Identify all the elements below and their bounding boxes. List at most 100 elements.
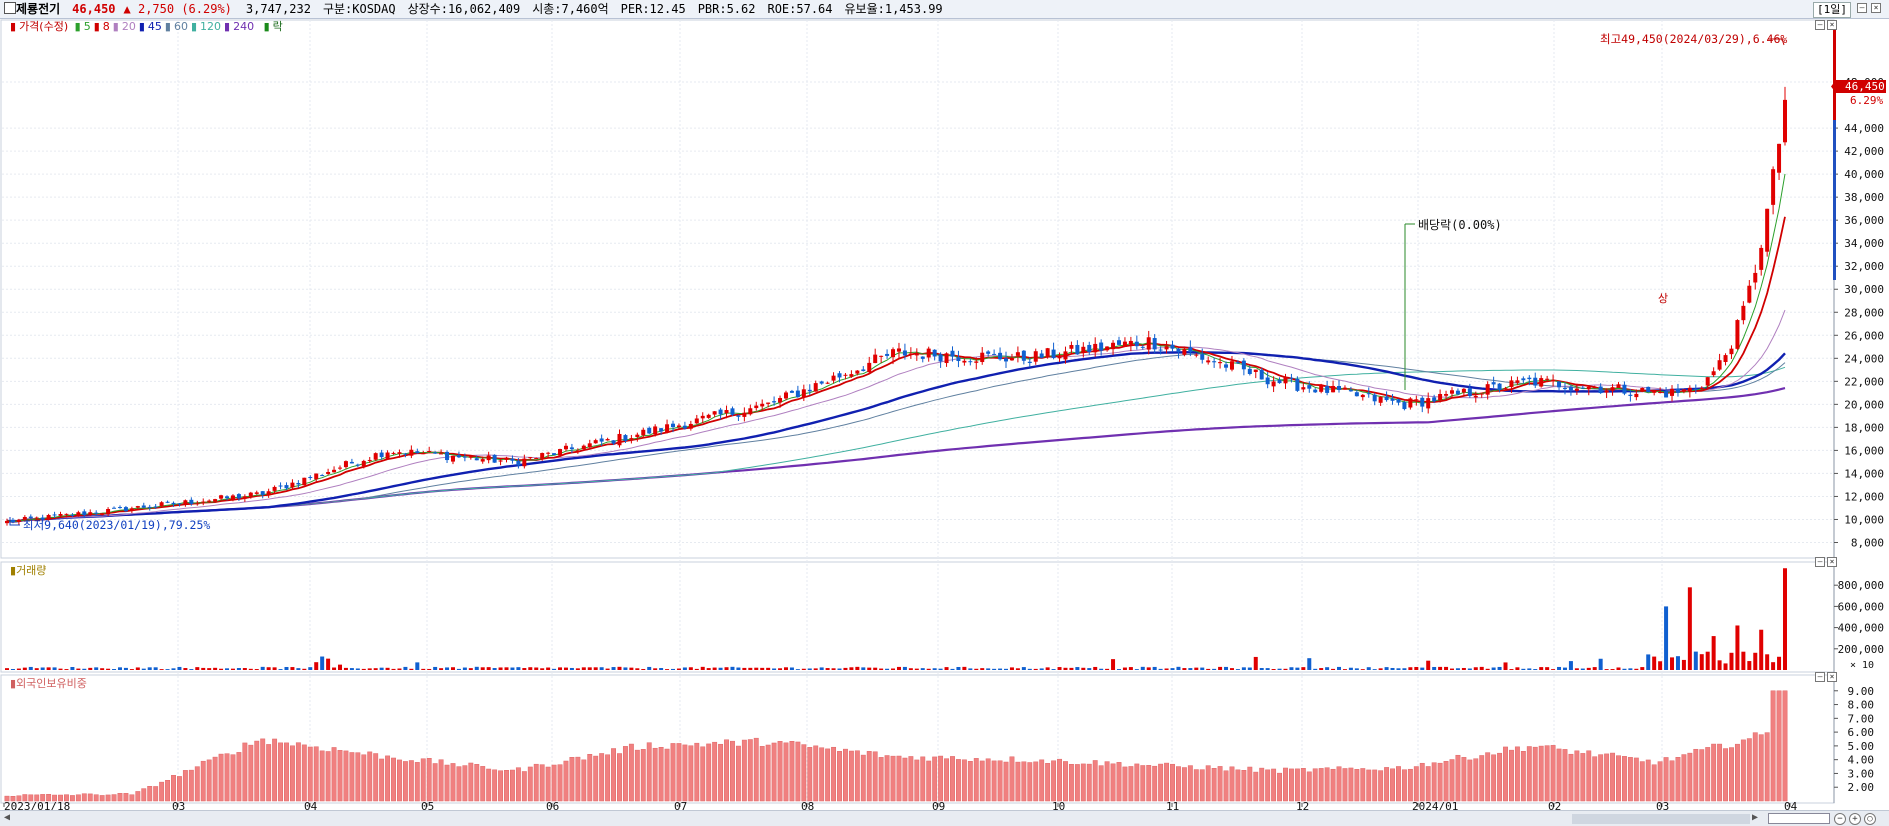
candle-body	[867, 362, 872, 373]
zoom-in-icon[interactable]: +	[1849, 813, 1861, 825]
foreign-bar	[1312, 768, 1318, 802]
price-panel-close-icon[interactable]: ×	[1827, 20, 1837, 30]
foreign-bar	[1354, 769, 1360, 802]
foreign-bar	[194, 766, 200, 802]
price-panel-minimize-icon[interactable]: –	[1815, 20, 1825, 30]
foreign-bar	[1235, 769, 1241, 802]
foreign-bar	[1610, 752, 1616, 802]
candle-body	[1081, 346, 1086, 353]
candle-body	[34, 517, 39, 519]
volume-bar	[260, 666, 265, 670]
scroll-left-icon[interactable]: ◀	[4, 812, 11, 823]
candle-body	[76, 512, 81, 517]
x-axis-label: 04	[304, 800, 318, 810]
volume-bar	[1116, 669, 1121, 670]
foreign-bar	[599, 753, 605, 802]
foreign-bar	[480, 766, 486, 802]
sang-marker: 상	[1658, 292, 1668, 305]
foreign-bar	[486, 768, 492, 802]
volume-bar	[1235, 669, 1240, 670]
retention-ratio: 유보율:1,453.99	[844, 2, 943, 16]
volume-bar	[1093, 666, 1098, 670]
candle-body	[1616, 384, 1621, 388]
volume-bar	[278, 669, 283, 670]
foreign-bar	[718, 743, 724, 802]
volume-panel-minimize-icon[interactable]: –	[1815, 557, 1825, 567]
price-axis-label: 32,000	[1844, 260, 1884, 273]
candle-body	[1224, 364, 1229, 368]
candle-body	[379, 452, 384, 458]
foreign-bar	[444, 764, 450, 802]
close-icon[interactable]: ×	[1871, 3, 1881, 13]
foreign-bar	[397, 759, 402, 802]
foreign-bar	[1181, 767, 1187, 802]
candle-body	[1717, 360, 1722, 370]
candle-body	[230, 495, 235, 500]
volume-bar	[1146, 667, 1151, 670]
candle-body	[1027, 361, 1032, 363]
zoom-out-icon[interactable]: −	[1834, 813, 1846, 825]
period-button[interactable]: [1일]	[1813, 2, 1851, 18]
candle-body	[1467, 388, 1472, 397]
foreign-panel-close-icon[interactable]: ×	[1827, 672, 1837, 682]
candle-body	[885, 353, 890, 356]
volume-bar	[1247, 667, 1252, 670]
zoom-slider[interactable]	[1768, 813, 1830, 824]
volume-bar	[248, 668, 253, 670]
candle-body	[629, 438, 634, 440]
foreign-bar	[1681, 754, 1687, 802]
foreign-bar	[1283, 767, 1288, 802]
last-price-text: 46,450	[1845, 80, 1885, 93]
header-checkbox[interactable]	[4, 2, 16, 14]
candle-body	[1229, 361, 1234, 370]
candle-body	[1354, 392, 1359, 397]
volume-bar	[528, 667, 533, 670]
volume-bar	[599, 667, 604, 670]
price-axis-label: 38,000	[1844, 191, 1884, 204]
minimize-icon[interactable]: –	[1857, 3, 1867, 13]
volume-bar	[421, 668, 426, 670]
candle-body	[1396, 399, 1401, 403]
foreign-bar	[920, 756, 926, 802]
foreign-bar	[153, 786, 159, 802]
price-axis-label: 10,000	[1844, 513, 1884, 526]
foreign-bar	[581, 759, 587, 802]
candle-body	[688, 423, 693, 429]
foreign-bar	[343, 750, 349, 802]
foreign-bar	[753, 737, 759, 802]
volume-panel-close-icon[interactable]: ×	[1827, 557, 1837, 567]
candle-body	[159, 502, 164, 507]
foreign-bar	[545, 766, 551, 802]
foreign-panel-minimize-icon[interactable]: –	[1815, 672, 1825, 682]
volume-bar	[676, 668, 681, 670]
candle-body	[778, 398, 783, 403]
foreign-bar	[272, 738, 278, 802]
foreign-bar	[1514, 746, 1520, 802]
volume-bar	[1717, 660, 1722, 670]
volume-bar	[1307, 658, 1312, 670]
volume-bar	[1372, 669, 1377, 670]
zoom-reset-icon[interactable]: ○	[1864, 813, 1876, 825]
legend-marker-ma-0: ▮	[74, 20, 81, 33]
candle-body	[1705, 377, 1710, 386]
candle-body	[272, 486, 277, 491]
candle-body	[1039, 353, 1044, 358]
foreign-bar	[117, 793, 123, 802]
volume-bar	[831, 668, 836, 670]
volume-bar	[754, 667, 759, 670]
foreign-bar	[1497, 752, 1503, 802]
volume-bar	[647, 666, 652, 670]
price-axis-label: 22,000	[1844, 375, 1884, 388]
candle-body	[849, 374, 854, 377]
volume-bar	[712, 667, 717, 670]
horizontal-scrollbar[interactable]	[1572, 814, 1750, 824]
volume-bar	[1670, 657, 1675, 670]
candle-body	[801, 389, 806, 398]
candle-body	[349, 461, 354, 464]
foreign-bar	[628, 743, 634, 802]
foreign-bar	[236, 752, 242, 802]
volume-bar	[1646, 654, 1651, 670]
volume-bar	[522, 668, 527, 670]
scroll-right-icon[interactable]: ▶	[1752, 812, 1759, 823]
legend-marker-ma-1: ▮	[93, 20, 100, 33]
